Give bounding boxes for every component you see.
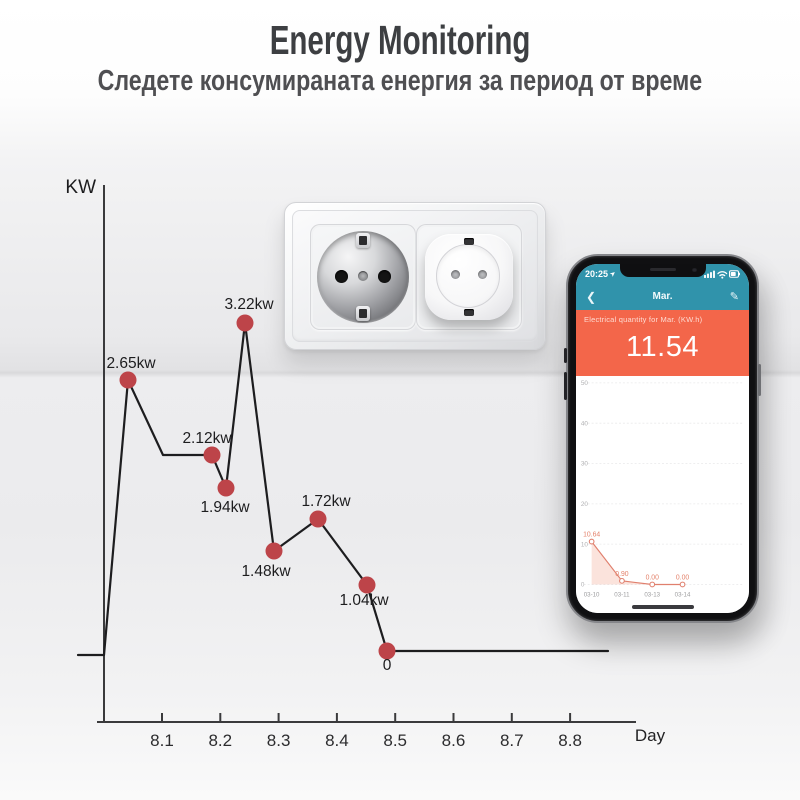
usage-line-chart: 50 40 30 20 10 0 10.64 03-10 0.90 03-11 0.00 03-13 0… [581, 380, 743, 598]
svg-text:40: 40 [581, 420, 589, 427]
speaker-grille [649, 268, 676, 271]
edit-pencil-button[interactable]: ✎ [729, 291, 739, 303]
summary-label: Electrical quantity for Mar. (KW.h) [584, 315, 703, 324]
socket-screw [358, 271, 368, 281]
svg-text:1.48kw: 1.48kw [241, 563, 291, 580]
svg-text:03-13: 03-13 [644, 591, 660, 598]
svg-text:03-10: 03-10 [584, 591, 600, 598]
svg-text:10: 10 [581, 541, 589, 548]
page-title: Energy Monitoring [269, 17, 531, 63]
page-subtitle: Следете консумираната енергия за период … [97, 65, 703, 98]
wifi-dot [721, 276, 724, 279]
header: Energy Monitoring Следете консумираната … [0, 17, 800, 98]
svg-text:10.64: 10.64 [583, 532, 600, 539]
clock-text: 20:25 [585, 268, 609, 279]
smart-plug-earth-slot-top [464, 238, 474, 245]
svg-text:1.04kw: 1.04kw [339, 592, 389, 609]
svg-text:30: 30 [581, 461, 589, 468]
svg-text:8.2: 8.2 [208, 731, 232, 750]
svg-text:1.72kw: 1.72kw [301, 493, 351, 510]
svg-text:1.94kw: 1.94kw [200, 499, 250, 516]
svg-text:20: 20 [581, 501, 589, 508]
svg-text:8.4: 8.4 [325, 731, 349, 750]
svg-text:03-11: 03-11 [614, 591, 630, 598]
volume-down-button [564, 372, 567, 400]
svg-text:2.12kw: 2.12kw [182, 430, 232, 447]
summary-value: 11.54 [626, 331, 699, 363]
front-camera [692, 267, 697, 272]
svg-text:8.7: 8.7 [500, 731, 524, 750]
nav-title: Mar. [652, 291, 673, 302]
power-button [758, 364, 761, 396]
phone-notch [619, 264, 706, 277]
svg-text:50: 50 [581, 380, 589, 387]
svg-text:8.1: 8.1 [150, 731, 174, 750]
svg-text:0.90: 0.90 [615, 571, 628, 578]
svg-text:Day: Day [635, 726, 666, 745]
socket-earth-clip-top [356, 233, 370, 248]
svg-text:8.8: 8.8 [558, 731, 582, 750]
svg-text:8.6: 8.6 [442, 731, 466, 750]
socket-left-recess [317, 231, 409, 323]
earth-clip-slot [359, 309, 367, 318]
svg-text:0.00: 0.00 [676, 575, 689, 582]
usage-chart-area: 50 40 30 20 10 0 10.64 03-10 0.90 03-11 0.00 03-13 0… [576, 376, 749, 613]
signal-icon [704, 270, 715, 278]
home-indicator[interactable] [631, 604, 694, 609]
wall-socket-plate [284, 202, 546, 350]
svg-text:8.3: 8.3 [267, 731, 291, 750]
location-arrow-icon: ➤ [608, 269, 618, 279]
socket-earth-clip-bottom [356, 306, 370, 321]
wifi-icon [717, 270, 728, 276]
volume-up-button [564, 348, 567, 363]
earth-clip-slot [359, 236, 367, 245]
socket-right-frame [416, 224, 522, 330]
phone-screen: 20:25 ➤ [576, 264, 749, 613]
smart-plug-hole-left [451, 270, 460, 279]
energy-summary-panel: Electrical quantity for Mar. (KW.h) 11.5… [576, 310, 749, 376]
socket-left-frame [310, 224, 416, 330]
smartphone: 20:25 ➤ [564, 254, 761, 623]
socket-pin-hole-right [378, 270, 391, 283]
svg-text:03-14: 03-14 [675, 591, 691, 598]
smart-plug-ring [436, 244, 500, 308]
svg-text:0: 0 [581, 582, 585, 589]
svg-text:2.65kw: 2.65kw [106, 355, 156, 372]
smart-plug-hole-right [478, 270, 487, 279]
smart-plug-earth-slot-bottom [464, 309, 474, 316]
back-button[interactable]: ❮ [586, 289, 597, 304]
app-nav-bar: ❮ Mar. ✎ [576, 283, 749, 310]
svg-text:KW: KW [65, 177, 96, 198]
svg-text:0.00: 0.00 [646, 575, 659, 582]
socket-pin-hole-left [335, 270, 348, 283]
status-icons [704, 269, 740, 279]
svg-text:8.5: 8.5 [383, 731, 407, 750]
svg-text:0: 0 [383, 657, 392, 674]
status-time: 20:25 ➤ [585, 268, 618, 279]
battery-icon [729, 269, 740, 278]
svg-text:3.22kw: 3.22kw [224, 296, 274, 313]
smart-plug [425, 234, 513, 320]
